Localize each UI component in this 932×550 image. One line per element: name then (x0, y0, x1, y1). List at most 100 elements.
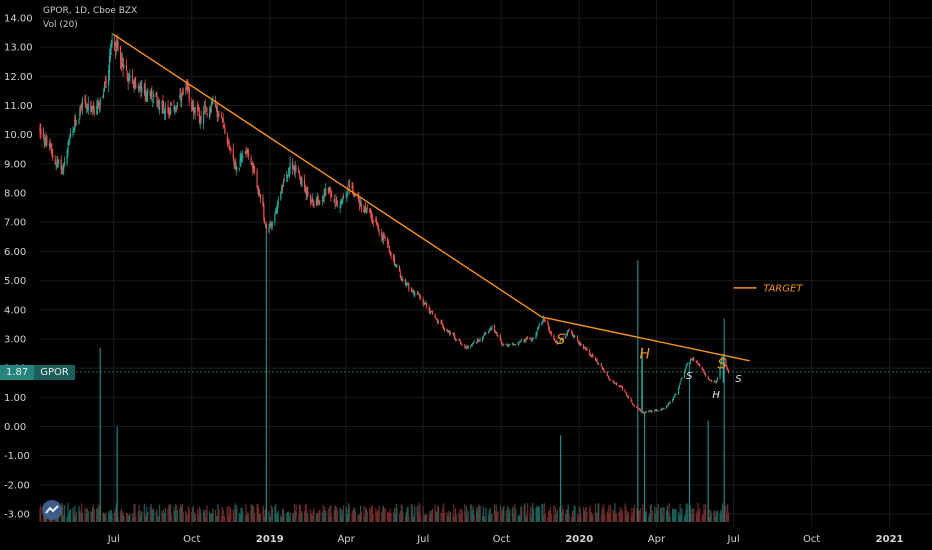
candle-body (346, 196, 348, 198)
symbol-title[interactable]: GPOR, 1D, Cboe BZX (43, 6, 138, 16)
volume-bar (104, 515, 106, 522)
volume-bar (283, 514, 285, 522)
candle-body (632, 403, 634, 405)
volume-bar (131, 513, 134, 522)
pattern-label: S (735, 374, 742, 385)
candle-body (372, 220, 374, 223)
chart-legend[interactable]: GPOR, 1D, Cboe BZX Vol (20) (43, 4, 137, 32)
volume-bar (216, 516, 218, 522)
candle-body (252, 162, 254, 170)
volume-bar (162, 512, 164, 522)
volume-bar (182, 512, 184, 522)
volume-bar (381, 512, 383, 522)
volume-bar (97, 509, 99, 522)
volume-bar (339, 507, 341, 522)
volume-bar (156, 508, 158, 522)
volume-bar (654, 513, 657, 522)
volume-bar (710, 510, 712, 522)
volume-bar (334, 505, 336, 522)
candle-body (280, 192, 282, 200)
candle-body (192, 107, 194, 111)
candle-body (576, 336, 579, 342)
candle-body (313, 204, 315, 208)
candle-body (565, 335, 567, 339)
candle-body (378, 232, 380, 233)
candle-body (341, 201, 343, 204)
candle-body (662, 408, 664, 410)
volume-bar (454, 508, 457, 522)
volume-bar (286, 511, 289, 522)
volume-bar (532, 508, 535, 522)
volume-bar (512, 506, 514, 522)
candle-body (98, 105, 100, 107)
volume-bar (437, 505, 439, 522)
volume-bar (313, 508, 315, 522)
candle-body (309, 195, 312, 202)
candle-body (596, 359, 598, 362)
x-tick-label: Oct (803, 534, 820, 545)
volume-bar (141, 511, 143, 522)
volume-bar (390, 513, 392, 522)
candle-body (663, 408, 665, 410)
volume-bar (453, 504, 455, 522)
volume-bar (275, 514, 278, 522)
candle-body (45, 137, 47, 143)
volume-bar (150, 504, 152, 522)
volume-bar (138, 504, 140, 522)
volume-indicator-label[interactable]: Vol (20) (43, 20, 78, 30)
candle-body (544, 320, 546, 322)
volume-bar (448, 510, 450, 522)
volume-bar (467, 510, 469, 522)
volume-bar (345, 506, 347, 522)
volume-bar (597, 503, 599, 522)
volume-bar (405, 511, 407, 522)
volume-bar (542, 503, 544, 522)
candle-body (726, 365, 728, 369)
candle-body (538, 324, 541, 326)
volume-bar (627, 511, 630, 522)
candle-body (708, 378, 710, 381)
candle-body (114, 50, 117, 52)
volume-bar (704, 509, 706, 522)
candle-body (228, 141, 230, 149)
candle-body (476, 339, 479, 343)
candle-body (508, 344, 510, 346)
candle-body (608, 376, 610, 380)
y-tick-label: 12.00 (4, 72, 33, 83)
candle-body (370, 214, 373, 219)
candle-body (298, 168, 300, 173)
candle-body (419, 294, 421, 298)
volume-bar (238, 512, 240, 522)
volume-bar (86, 508, 88, 522)
candle-body (414, 292, 416, 295)
candle-body (408, 284, 410, 290)
volume-bar (295, 504, 297, 522)
candle-body (535, 333, 537, 339)
volume-bar (132, 515, 134, 522)
candle-body (108, 56, 111, 74)
volume-bar (209, 513, 212, 522)
candle-body (388, 245, 390, 253)
volume-bar (458, 513, 460, 522)
volume-bar (157, 516, 159, 522)
volume-bar (614, 503, 616, 522)
trendlines[interactable] (112, 33, 757, 362)
volume-bar (554, 506, 557, 522)
volume-bar (102, 513, 104, 522)
volume-bar (145, 516, 147, 522)
candle-body (547, 321, 549, 325)
candle-body (91, 106, 93, 109)
volume-bar (488, 509, 490, 522)
candle-body (398, 266, 401, 272)
candle-body (411, 290, 413, 292)
candle-body (353, 194, 355, 196)
volume-bar (703, 503, 705, 522)
tradingview-logo-icon[interactable] (42, 500, 62, 520)
volume-bar (602, 509, 604, 522)
candle-body (614, 383, 616, 384)
candle-body (359, 201, 362, 207)
candle-body (150, 93, 152, 97)
candle-body (238, 167, 240, 169)
last-price-tag: 1.87 GPOR (0, 365, 75, 380)
